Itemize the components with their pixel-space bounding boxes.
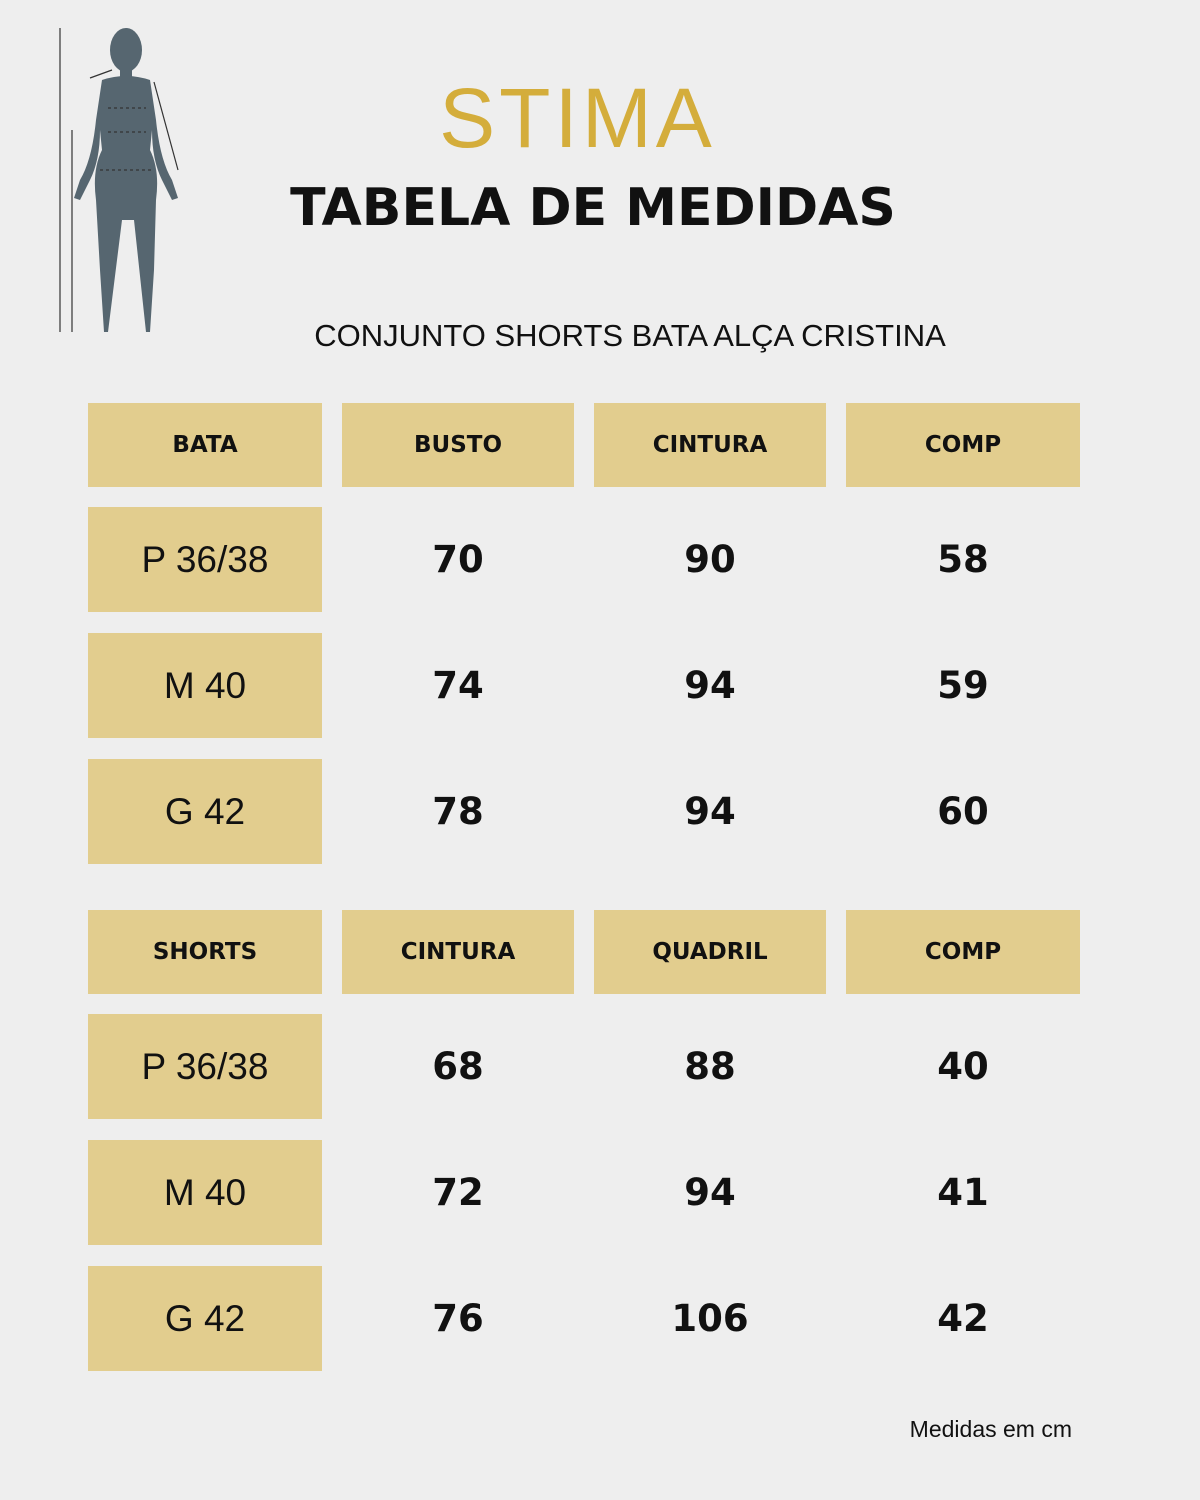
value-cell: 88 <box>684 1045 736 1088</box>
value-cell: 94 <box>684 790 736 833</box>
header-cell: CINTURA <box>342 910 574 994</box>
size-cell: G 42 <box>88 759 322 864</box>
value-cell: 72 <box>432 1171 484 1214</box>
header-cell: COMP <box>846 910 1080 994</box>
value-cell: 70 <box>432 538 484 581</box>
value-cell: 42 <box>937 1297 989 1340</box>
header-cell: CINTURA <box>594 403 826 487</box>
value-cell: 78 <box>432 790 484 833</box>
size-cell: G 42 <box>88 1266 322 1371</box>
value-cell: 41 <box>937 1171 989 1214</box>
header-cell: BATA <box>88 403 322 487</box>
value-cell: 94 <box>684 1171 736 1214</box>
header-cell: QUADRIL <box>594 910 826 994</box>
subtitle: CONJUNTO SHORTS BATA ALÇA CRISTINA <box>314 318 946 353</box>
header-cell: BUSTO <box>342 403 574 487</box>
value-cell: 59 <box>937 664 989 707</box>
value-cell: 94 <box>684 664 736 707</box>
logo: STIMA <box>439 71 716 165</box>
size-cell: P 36/38 <box>88 1014 322 1119</box>
value-cell: 58 <box>937 538 989 581</box>
value-cell: 68 <box>432 1045 484 1088</box>
header-cell: SHORTS <box>88 910 322 994</box>
value-cell: 106 <box>671 1297 749 1340</box>
title: TABELA DE MEDIDAS <box>290 178 896 238</box>
value-cell: 90 <box>684 538 736 581</box>
body-figure <box>59 28 179 332</box>
size-cell: P 36/38 <box>88 507 322 612</box>
header-cell: COMP <box>846 403 1080 487</box>
value-cell: 40 <box>937 1045 989 1088</box>
size-cell: M 40 <box>88 633 322 738</box>
value-cell: 60 <box>937 790 989 833</box>
value-cell: 74 <box>432 664 484 707</box>
size-cell: M 40 <box>88 1140 322 1245</box>
footer-note: Medidas em cm <box>909 1416 1072 1442</box>
value-cell: 76 <box>432 1297 484 1340</box>
